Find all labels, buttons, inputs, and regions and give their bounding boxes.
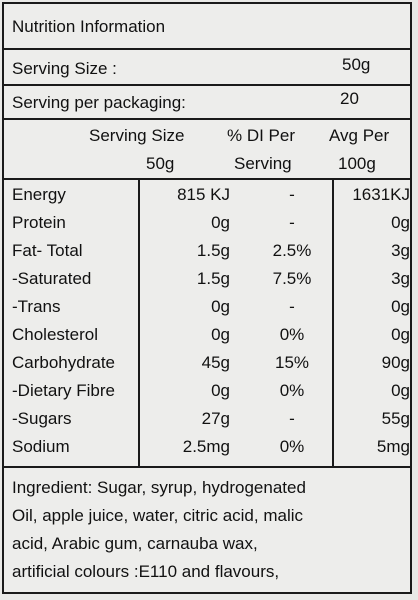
nutrient-di: 15%: [274, 353, 310, 372]
nutrient-avg: 5mg: [376, 437, 410, 456]
serving-size-label: Serving Size :: [12, 59, 117, 78]
nutrient-name: -Sugars: [12, 409, 72, 428]
nutrient-row-saturated: -Saturated 1.5g 7.5% 3g: [4, 266, 410, 292]
nutrient-di: -: [289, 409, 295, 428]
column-header-di-serving: Serving: [234, 154, 292, 173]
nutrient-serving: 815 KJ: [177, 185, 230, 204]
column-header-avg: Avg Per: [329, 126, 390, 145]
serving-per-packaging-label: Serving per packaging:: [12, 93, 186, 112]
ingredients-line: Ingredient: Sugar, syrup, hydrogenated: [12, 478, 306, 497]
nutrient-di: 7.5%: [272, 269, 312, 288]
nutrient-avg: 3g: [391, 269, 410, 288]
label-title: Nutrition Information: [12, 17, 166, 36]
nutrient-serving: 0g: [211, 213, 230, 232]
nutrient-name: Sodium: [12, 437, 70, 456]
divider: [4, 48, 410, 50]
nutrient-serving: 2.5mg: [182, 437, 230, 456]
nutrient-serving: 0g: [211, 325, 230, 344]
divider: [4, 84, 410, 86]
nutrient-row-fat-total: Fat- Total 1.5g 2.5% 3g: [4, 238, 410, 264]
ingredients-line: Oil, apple juice, water, citric acid, ma…: [12, 506, 303, 525]
nutrient-avg: 0g: [391, 213, 410, 232]
nutrient-name: Fat- Total: [12, 241, 83, 260]
serving-per-packaging-value: 20: [340, 89, 359, 108]
divider: [4, 118, 410, 120]
divider: [4, 466, 410, 468]
nutrient-name: -Saturated: [12, 269, 92, 288]
nutrient-avg: 55g: [381, 409, 410, 428]
nutrient-row-carbohydrate: Carbohydrate 45g 15% 90g: [4, 350, 410, 376]
nutrient-serving: 0g: [211, 381, 230, 400]
nutrient-di: 0%: [279, 381, 305, 400]
nutrient-row-cholesterol: Cholesterol 0g 0% 0g: [4, 322, 410, 348]
nutrient-di: -: [289, 185, 295, 204]
column-header-serving: Serving Size: [89, 126, 185, 145]
column-rule: [332, 180, 334, 466]
nutrient-row-dietary-fibre: -Dietary Fibre 0g 0% 0g: [4, 378, 410, 404]
nutrient-serving: 27g: [201, 409, 230, 428]
nutrient-row-protein: Protein 0g - 0g: [4, 210, 410, 236]
nutrient-di: 0%: [279, 437, 305, 456]
column-rule: [138, 180, 140, 466]
nutrient-avg: 0g: [391, 325, 410, 344]
nutrient-avg: 0g: [391, 297, 410, 316]
ingredients-line: acid, Arabic gum, carnauba wax,: [12, 534, 258, 553]
nutrient-table: Energy 815 KJ - 1631KJ Protein 0g - 0g F…: [4, 180, 410, 466]
nutrient-di: 0%: [279, 325, 305, 344]
nutrient-di: -: [289, 213, 295, 232]
nutrient-di: -: [289, 297, 295, 316]
nutrient-serving: 1.5g: [196, 241, 230, 260]
nutrient-serving: 45g: [201, 353, 230, 372]
nutrient-name: -Dietary Fibre: [12, 381, 115, 400]
column-header-avg-amount: 100g: [338, 154, 376, 173]
nutrient-avg: 1631KJ: [352, 185, 410, 204]
divider: [4, 178, 410, 180]
nutrient-row-sugars: -Sugars 27g - 55g: [4, 406, 410, 432]
nutrient-row-trans: -Trans 0g - 0g: [4, 294, 410, 320]
nutrient-name: Cholesterol: [12, 325, 98, 344]
nutrient-avg: 0g: [391, 381, 410, 400]
nutrient-avg: 90g: [381, 353, 410, 372]
nutrient-serving: 0g: [211, 297, 230, 316]
nutrient-name: Carbohydrate: [12, 353, 116, 372]
column-header-serving-amount: 50g: [146, 154, 175, 173]
ingredients-text: Ingredient: Sugar, syrup, hydrogenated O…: [12, 474, 408, 586]
nutrient-name: Protein: [12, 213, 66, 232]
nutrition-label: Nutrition Information Serving Size : 50g…: [2, 2, 412, 594]
nutrient-row-energy: Energy 815 KJ - 1631KJ: [4, 182, 410, 208]
nutrient-di: 2.5%: [272, 241, 312, 260]
nutrient-name: -Trans: [12, 297, 61, 316]
nutrient-avg: 3g: [391, 241, 410, 260]
ingredients-line: artificial colours :E110 and flavours,: [12, 562, 280, 581]
column-header-di: % DI Per: [227, 126, 296, 145]
nutrient-serving: 1.5g: [196, 269, 230, 288]
nutrient-name: Energy: [12, 185, 66, 204]
serving-size-value: 50g: [342, 55, 371, 74]
nutrient-row-sodium: Sodium 2.5mg 0% 5mg: [4, 434, 410, 460]
